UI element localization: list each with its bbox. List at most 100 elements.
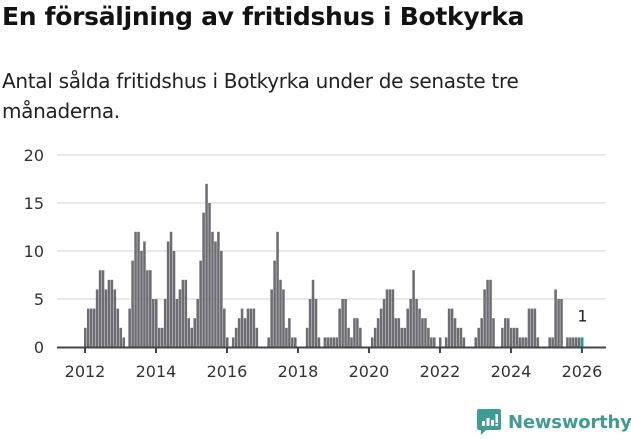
bar — [107, 279, 111, 347]
bar — [350, 337, 353, 347]
x-tick-label: 2026 — [562, 362, 603, 381]
bar — [243, 318, 247, 347]
bar — [308, 299, 312, 347]
chart-subtitle: Antal sålda fritidshus i Botkyrka under … — [2, 69, 519, 123]
bar — [122, 337, 126, 347]
bar — [273, 260, 276, 347]
bar — [237, 318, 241, 347]
bar — [438, 337, 442, 347]
bar — [270, 289, 273, 347]
x-tick-label: 2016 — [207, 362, 248, 381]
chart-title: En försäljning av fritidshus i Botkyrka — [2, 2, 525, 31]
bar — [291, 337, 294, 347]
bar — [193, 318, 197, 347]
bar — [504, 318, 507, 347]
bar — [551, 337, 554, 347]
bar — [450, 308, 454, 347]
bar — [427, 327, 430, 347]
bar — [424, 318, 427, 347]
bar — [370, 337, 374, 347]
bar — [128, 308, 131, 347]
bar — [84, 327, 87, 347]
bar — [240, 308, 244, 347]
bar — [166, 241, 170, 347]
bar — [530, 308, 534, 347]
bar — [347, 327, 350, 347]
bar — [554, 289, 557, 347]
bar — [397, 318, 401, 347]
bar — [501, 327, 504, 347]
newsworthy-logo: Newsworthy — [476, 408, 631, 436]
bar — [572, 337, 575, 347]
bar — [418, 308, 421, 347]
bar — [412, 270, 415, 347]
bar — [184, 279, 188, 347]
bar — [217, 231, 220, 347]
bar — [480, 318, 483, 347]
bar — [104, 289, 108, 347]
bar — [214, 241, 217, 347]
bar — [477, 327, 480, 347]
bar — [223, 308, 226, 347]
bar — [172, 251, 176, 347]
x-tick-label: 2012 — [65, 362, 106, 381]
bar — [202, 212, 205, 347]
bar — [294, 337, 297, 347]
y-tick-label: 15 — [24, 194, 44, 213]
bar — [569, 337, 572, 347]
bar — [577, 337, 581, 347]
bar — [205, 183, 208, 347]
bar — [356, 318, 359, 347]
bar — [131, 260, 134, 347]
bar — [157, 327, 161, 347]
bar — [116, 308, 120, 347]
bar — [208, 203, 211, 347]
bar — [98, 270, 102, 347]
bar — [344, 299, 347, 347]
x-tick-label: 2022 — [420, 362, 461, 381]
bar — [409, 299, 412, 347]
bar — [276, 231, 279, 347]
bar — [341, 299, 344, 347]
bar — [178, 289, 182, 347]
bar — [566, 337, 569, 347]
bar — [149, 270, 152, 347]
bar — [406, 308, 409, 347]
x-tick-label: 2014 — [136, 362, 177, 381]
bar — [430, 337, 433, 347]
bar — [527, 308, 531, 347]
bar — [246, 308, 250, 347]
bar — [338, 308, 341, 347]
bar — [506, 318, 510, 347]
bar — [382, 299, 386, 347]
bar — [288, 318, 291, 347]
bar — [249, 308, 253, 347]
bar — [483, 289, 486, 347]
bar — [521, 337, 525, 347]
bar — [95, 289, 99, 347]
bar — [403, 327, 407, 347]
bar — [353, 318, 356, 347]
bar — [415, 299, 418, 347]
bar — [152, 299, 155, 347]
bar — [175, 299, 179, 347]
bar — [536, 337, 540, 347]
bar — [489, 279, 492, 347]
bar — [211, 231, 214, 347]
bar — [462, 337, 466, 347]
bar — [335, 337, 338, 347]
bar — [285, 327, 288, 347]
bar — [140, 251, 143, 347]
bar — [181, 279, 185, 347]
bar — [169, 231, 173, 347]
bar — [231, 337, 235, 347]
bar — [199, 260, 202, 347]
bar — [512, 327, 516, 347]
bar — [252, 308, 256, 347]
y-tick-label: 5 — [34, 290, 44, 309]
x-tick-label: 2024 — [491, 362, 532, 381]
bar — [154, 299, 158, 347]
bar — [388, 289, 392, 347]
bar — [385, 289, 389, 347]
bar — [492, 318, 495, 347]
